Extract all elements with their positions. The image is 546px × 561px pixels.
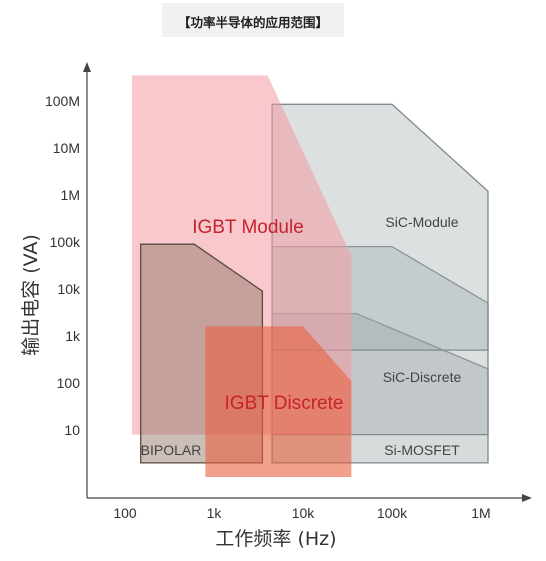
y-axis-arrow [83,62,91,72]
y-tick-label: 100k [50,234,81,250]
x-tick-label: 100k [377,505,408,521]
x-axis-label: 工作频率 (Hz) [215,528,336,550]
region-label-si-mosfet: Si-MOSFET [384,442,460,458]
regions-layer [132,75,489,477]
y-tick-label: 100 [57,375,81,391]
axes-layer [83,62,532,502]
y-tick-label: 1M [61,187,80,203]
region-label-igbt-module: IGBT Module [192,217,304,238]
region-labels-layer: Si-MOSFET SiC-Discrete SiC-Module IGBT Modu… [141,214,462,458]
y-tick-label: 10M [53,140,80,156]
x-tick-label: 10k [292,505,316,521]
title-bar: 【功率半导体的应用范围】 [162,3,344,37]
y-axis-label: 输出电容 (VA) [20,234,42,356]
region-label-sic-module: SiC-Module [385,214,458,230]
x-tick-label: 100 [113,505,137,521]
chart-title: 【功率半导体的应用范围】 [177,15,328,30]
ticks-layer: 10 100 1k 10k 100k 1M 10M 100M 100 1k 10k 100k 1M [45,93,491,521]
x-axis-arrow [522,494,532,502]
region-igbt-discrete [205,326,352,477]
y-tick-label: 100M [45,93,80,109]
x-tick-label: 1M [471,505,490,521]
y-tick-label: 1k [65,328,81,344]
region-label-igbt-discrete: IGBT Discrete [225,393,344,414]
region-label-sic-discrete: SiC-Discrete [383,369,462,385]
x-tick-label: 1k [207,505,223,521]
y-tick-label: 10k [57,281,81,297]
y-tick-label: 10 [64,422,80,438]
region-label-bipolar: BIPOLAR [141,442,202,458]
